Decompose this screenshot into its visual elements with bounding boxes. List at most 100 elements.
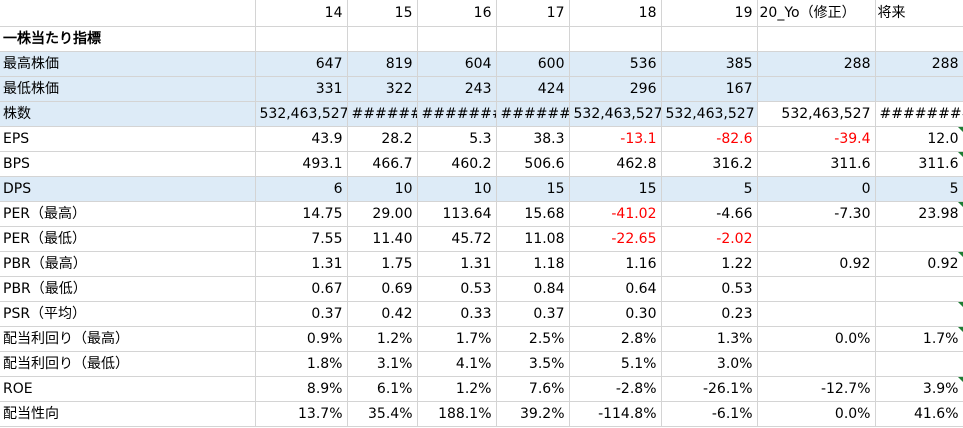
value-cell[interactable]: 38.3	[496, 126, 570, 152]
value-cell[interactable]: 11.40	[347, 226, 418, 252]
value-cell[interactable]	[757, 351, 876, 377]
empty-cell[interactable]	[661, 26, 758, 52]
value-cell[interactable]: 0.42	[347, 301, 418, 327]
value-cell[interactable]: 0.23	[661, 301, 758, 327]
value-cell[interactable]: 13.7%	[255, 401, 348, 427]
value-cell[interactable]: ########	[417, 101, 497, 127]
row-label-cell[interactable]: PSR（平均）	[0, 301, 256, 327]
value-cell[interactable]: 532,463,527	[255, 101, 348, 127]
value-cell[interactable]	[875, 76, 963, 102]
row-label-cell[interactable]: BPS	[0, 151, 256, 177]
value-cell[interactable]: 15.68	[496, 201, 570, 227]
value-cell[interactable]: 15	[569, 176, 662, 202]
value-cell[interactable]: 532,463,527	[569, 101, 662, 127]
value-cell[interactable]: ########	[875, 101, 963, 127]
value-cell[interactable]: -26.1%	[661, 376, 758, 402]
value-cell[interactable]: 0.53	[417, 276, 497, 302]
empty-cell[interactable]	[569, 26, 662, 52]
empty-cell[interactable]	[875, 26, 963, 52]
row-label-cell[interactable]: EPS	[0, 126, 256, 152]
value-cell[interactable]: 0.0%	[757, 401, 876, 427]
header-corner-cell[interactable]	[0, 0, 256, 27]
value-cell[interactable]: 647	[255, 51, 348, 77]
value-cell[interactable]: 10	[347, 176, 418, 202]
value-cell[interactable]: 5.1%	[569, 351, 662, 377]
value-cell[interactable]: 1.18	[496, 251, 570, 277]
value-cell[interactable]	[875, 226, 963, 252]
row-label-cell[interactable]: 配当性向	[0, 401, 256, 427]
header-cell[interactable]: 14	[255, 0, 348, 27]
header-cell[interactable]: 16	[417, 0, 497, 27]
value-cell[interactable]: 288	[757, 51, 876, 77]
value-cell[interactable]: 5	[875, 176, 963, 202]
value-cell[interactable]: 1.22	[661, 251, 758, 277]
value-cell[interactable]: 3.9%	[875, 376, 963, 402]
value-cell[interactable]: 296	[569, 76, 662, 102]
value-cell[interactable]: #######	[496, 101, 570, 127]
value-cell[interactable]	[875, 301, 963, 327]
row-label-cell[interactable]: 最低株価	[0, 76, 256, 102]
value-cell[interactable]: 536	[569, 51, 662, 77]
value-cell[interactable]: -39.4	[757, 126, 876, 152]
value-cell[interactable]: 3.5%	[496, 351, 570, 377]
value-cell[interactable]: -7.30	[757, 201, 876, 227]
value-cell[interactable]: 322	[347, 76, 418, 102]
value-cell[interactable]: #######	[347, 101, 418, 127]
value-cell[interactable]: 14.75	[255, 201, 348, 227]
value-cell[interactable]	[875, 276, 963, 302]
value-cell[interactable]: 7.6%	[496, 376, 570, 402]
value-cell[interactable]: 28.2	[347, 126, 418, 152]
value-cell[interactable]: 188.1%	[417, 401, 497, 427]
value-cell[interactable]: 532,463,527	[661, 101, 758, 127]
value-cell[interactable]: -12.7%	[757, 376, 876, 402]
row-label-cell[interactable]: PBR（最低）	[0, 276, 256, 302]
value-cell[interactable]: 15	[496, 176, 570, 202]
value-cell[interactable]: 0.64	[569, 276, 662, 302]
value-cell[interactable]: 3.0%	[661, 351, 758, 377]
value-cell[interactable]: 1.16	[569, 251, 662, 277]
value-cell[interactable]: 0.0%	[757, 326, 876, 352]
empty-cell[interactable]	[347, 26, 418, 52]
value-cell[interactable]: 506.6	[496, 151, 570, 177]
value-cell[interactable]: 4.1%	[417, 351, 497, 377]
value-cell[interactable]: 2.8%	[569, 326, 662, 352]
value-cell[interactable]: -114.8%	[569, 401, 662, 427]
value-cell[interactable]: 23.98	[875, 201, 963, 227]
value-cell[interactable]: 8.9%	[255, 376, 348, 402]
value-cell[interactable]: 0.37	[255, 301, 348, 327]
value-cell[interactable]: 311.6	[757, 151, 876, 177]
row-label-cell[interactable]: PER（最高）	[0, 201, 256, 227]
value-cell[interactable]: 10	[417, 176, 497, 202]
value-cell[interactable]: 0.30	[569, 301, 662, 327]
row-label-cell[interactable]: 株数	[0, 101, 256, 127]
value-cell[interactable]: 1.8%	[255, 351, 348, 377]
value-cell[interactable]	[757, 76, 876, 102]
value-cell[interactable]: 1.3%	[661, 326, 758, 352]
value-cell[interactable]: 35.4%	[347, 401, 418, 427]
value-cell[interactable]: 462.8	[569, 151, 662, 177]
value-cell[interactable]	[757, 301, 876, 327]
value-cell[interactable]: 0.33	[417, 301, 497, 327]
value-cell[interactable]: 12.0	[875, 126, 963, 152]
value-cell[interactable]: -2.02	[661, 226, 758, 252]
value-cell[interactable]: -13.1	[569, 126, 662, 152]
value-cell[interactable]: -22.65	[569, 226, 662, 252]
value-cell[interactable]: 460.2	[417, 151, 497, 177]
value-cell[interactable]: 493.1	[255, 151, 348, 177]
row-label-cell[interactable]: 最高株価	[0, 51, 256, 77]
row-label-cell[interactable]: 配当利回り（最低）	[0, 351, 256, 377]
value-cell[interactable]: 0.69	[347, 276, 418, 302]
value-cell[interactable]: 0.92	[757, 251, 876, 277]
value-cell[interactable]: 316.2	[661, 151, 758, 177]
empty-cell[interactable]	[757, 26, 876, 52]
value-cell[interactable]: 5.3	[417, 126, 497, 152]
value-cell[interactable]: -82.6	[661, 126, 758, 152]
value-cell[interactable]: -2.8%	[569, 376, 662, 402]
value-cell[interactable]: 6.1%	[347, 376, 418, 402]
value-cell[interactable]: 1.75	[347, 251, 418, 277]
row-label-cell[interactable]: PBR（最高）	[0, 251, 256, 277]
value-cell[interactable]: 3.1%	[347, 351, 418, 377]
row-label-cell[interactable]: PER（最低）	[0, 226, 256, 252]
value-cell[interactable]: 0	[757, 176, 876, 202]
value-cell[interactable]: 1.7%	[417, 326, 497, 352]
